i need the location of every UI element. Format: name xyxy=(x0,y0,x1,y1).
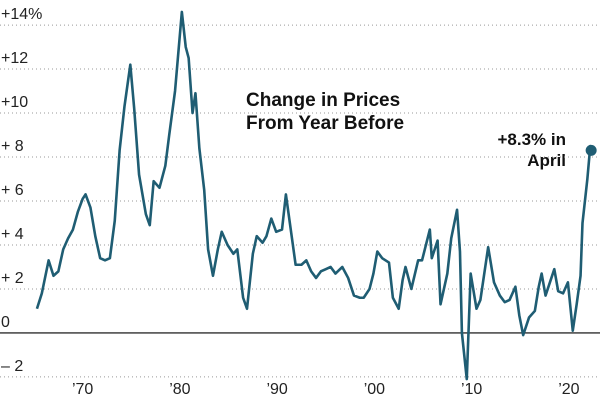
data-line xyxy=(35,10,593,381)
y-tick-label: 0 xyxy=(1,314,10,331)
annotation: +8.3% in xyxy=(497,130,566,149)
x-tick-label: ’20 xyxy=(558,381,579,398)
y-tick-label: + 6 xyxy=(1,182,24,199)
y-tick-label: +12 xyxy=(1,50,28,67)
y-tick-label: + 4 xyxy=(1,226,24,243)
y-tick-label: +14% xyxy=(1,6,42,23)
y-tick-label: +10 xyxy=(1,94,28,111)
x-tick-label: ’80 xyxy=(169,381,190,398)
y-tick-label: + 8 xyxy=(1,138,24,155)
x-tick-label: ’00 xyxy=(364,381,385,398)
x-tick-label: ’10 xyxy=(461,381,482,398)
x-tick-label: ’90 xyxy=(266,381,287,398)
x-tick-label: ’70 xyxy=(72,381,93,398)
annotation: April xyxy=(527,151,566,170)
chart-title: From Year Before xyxy=(246,113,404,134)
y-tick-label: + 2 xyxy=(1,270,24,287)
y-tick-label: – 2 xyxy=(1,358,23,375)
end-dot xyxy=(585,144,597,156)
chart-title: Change in Prices xyxy=(246,90,400,111)
